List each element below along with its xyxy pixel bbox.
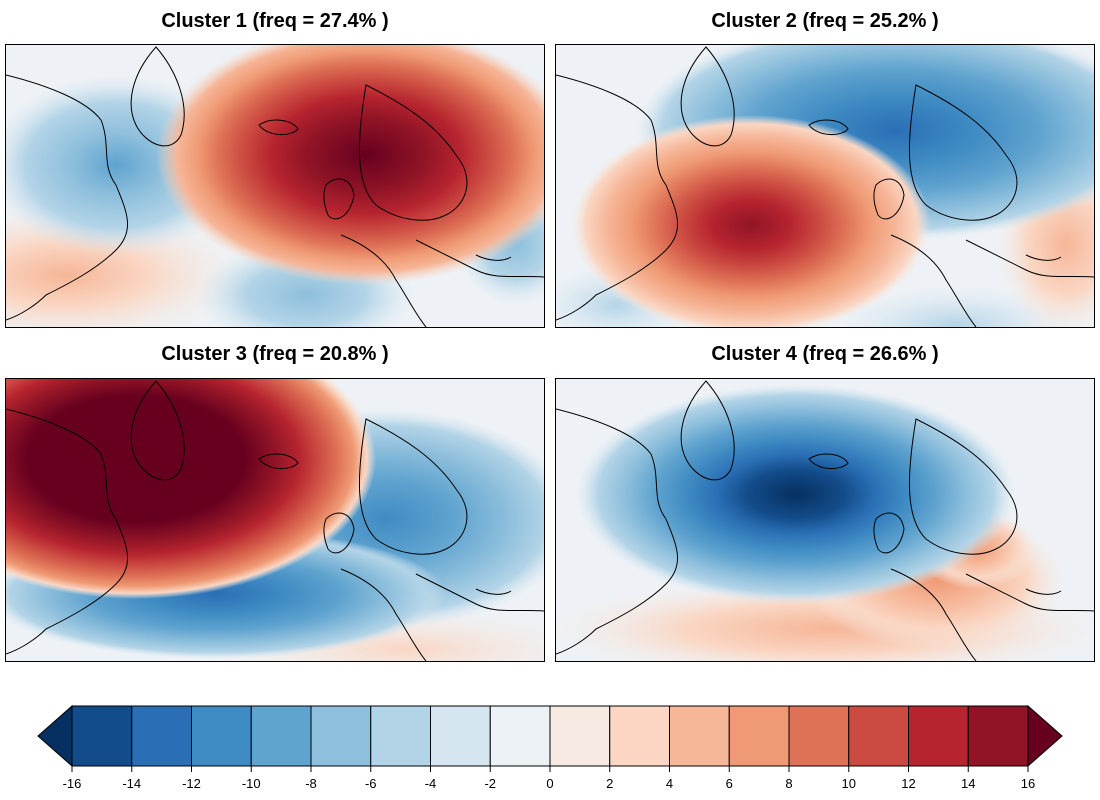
anomaly-blob-positive — [6, 379, 376, 599]
colorbar-swatch — [310, 705, 372, 767]
colorbar-swatch — [908, 705, 969, 767]
anomaly-blob-positive — [156, 45, 544, 285]
colorbar-tick-label: 12 — [901, 776, 915, 791]
coastlines — [556, 380, 1094, 661]
colorbar-swatch — [549, 705, 611, 767]
anomaly-blob-positive — [571, 115, 931, 327]
panel-title-cluster-2: Cluster 2 (freq = 25.2% ) — [711, 10, 939, 32]
colorbar-tick-label: -4 — [425, 776, 437, 791]
colorbar: -16 -14 -12 -10 -8 -6 -4 -2 0 2 4 6 8 10 12 14 16 — [37, 704, 1063, 791]
colorbar-swatch — [788, 705, 850, 767]
panel-title-cluster-4: Cluster 4 (freq = 26.6% ) — [711, 343, 939, 365]
colorbar-tick-label: -16 — [63, 776, 82, 791]
colorbar-swatch — [191, 705, 252, 767]
colorbar-swatch — [489, 705, 551, 767]
map-panel-cluster-4 — [555, 378, 1095, 662]
colorbar-swatch — [967, 705, 1029, 767]
coastlines — [556, 46, 1094, 327]
colorbar-tick-label: 2 — [606, 776, 613, 791]
colorbar-swatch — [848, 705, 909, 767]
colorbar-swatch — [250, 705, 312, 767]
colorbar-tick-label: 6 — [726, 776, 733, 791]
colorbar-extend-low — [37, 704, 73, 768]
coastlines — [6, 46, 544, 327]
colorbar-tick-label: 8 — [785, 776, 792, 791]
map-panel-cluster-3 — [5, 378, 545, 662]
colorbar-swatch — [370, 705, 431, 767]
map-panel-cluster-2 — [555, 44, 1095, 328]
colorbar-swatch — [609, 705, 670, 767]
colorbar-tick-label: 16 — [1021, 776, 1035, 791]
colorbar-tick-label: -8 — [305, 776, 317, 791]
colorbar-tick-label: 0 — [546, 776, 553, 791]
colorbar-swatch — [669, 705, 730, 767]
colorbar-tick-label: -10 — [242, 776, 261, 791]
colorbar-tick-label: 14 — [961, 776, 975, 791]
anomaly-blob-negative — [576, 384, 1016, 604]
colorbar-tick-label: -6 — [365, 776, 377, 791]
panel-title-cluster-3: Cluster 3 (freq = 20.8% ) — [161, 343, 389, 365]
colorbar-tick-label: -2 — [484, 776, 496, 791]
colorbar-swatch — [131, 705, 192, 767]
colorbar-tick-label: -14 — [122, 776, 141, 791]
panel-title-cluster-1: Cluster 1 (freq = 27.4% ) — [161, 10, 389, 32]
coastlines — [6, 380, 544, 661]
map-panel-cluster-1 — [5, 44, 545, 328]
colorbar-swatch — [728, 705, 790, 767]
colorbar-tick-label: 4 — [666, 776, 673, 791]
colorbar-extend-high — [1027, 704, 1063, 768]
colorbar-tick-label: 10 — [842, 776, 856, 791]
colorbar-tick-label: -12 — [182, 776, 201, 791]
colorbar-swatch — [430, 705, 491, 767]
colorbar-swatch — [71, 705, 133, 767]
